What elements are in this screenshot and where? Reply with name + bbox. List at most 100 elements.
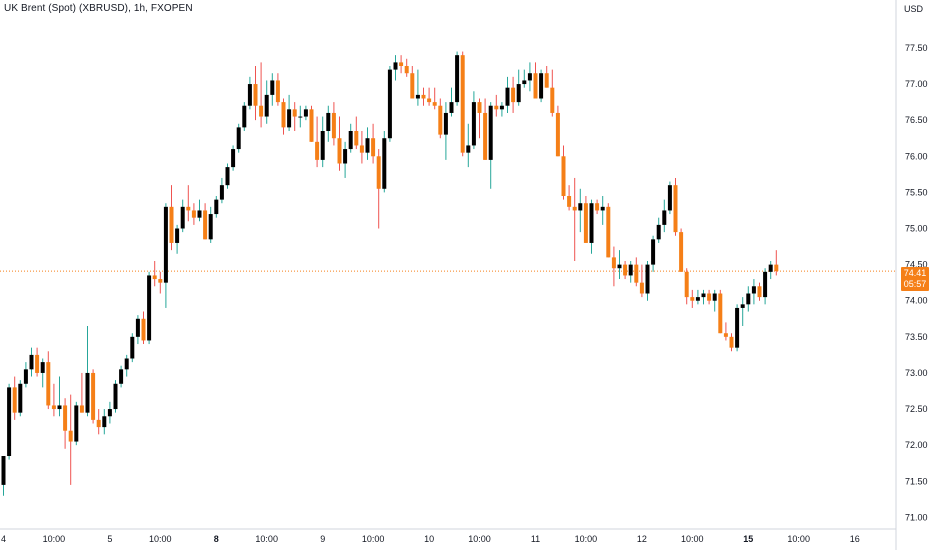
candle-body (225, 167, 230, 186)
candle-body (589, 203, 594, 243)
candle (74, 401, 79, 446)
candle (303, 105, 308, 121)
candle (399, 55, 404, 74)
candle (555, 105, 560, 157)
candle (130, 333, 135, 363)
candle-body (107, 409, 112, 417)
candle (415, 69, 420, 106)
candle (438, 98, 443, 139)
candle-body (264, 94, 269, 117)
candle-body (186, 206, 191, 211)
candle-body (387, 69, 392, 139)
candle-body (729, 336, 734, 348)
candle (264, 80, 269, 124)
candle (320, 116, 325, 168)
candle-body (634, 264, 639, 283)
candle-body (606, 206, 611, 258)
candle-body (449, 102, 454, 113)
candle (12, 376, 17, 420)
candle-body (555, 112, 560, 157)
candle (29, 347, 34, 377)
time-axis[interactable]: 4 10:00 5 10:00 8 10:00 9 10:00 10 10:00 11 10:00 12… (1, 534, 860, 544)
candle-body (404, 66, 409, 74)
candle-body (343, 149, 348, 164)
price-tick-label: 73.00 (905, 368, 928, 378)
price-axis[interactable]: 71.00 71.50 72.00 72.50 73.00 73.50 74.00 74.50… (905, 43, 928, 522)
candle (40, 358, 45, 388)
candle-body (309, 109, 314, 142)
candle-body (684, 271, 689, 298)
candle (477, 98, 482, 139)
candle-body (740, 304, 745, 308)
candle-body (197, 210, 202, 218)
candle-body (130, 336, 135, 359)
candle (628, 261, 633, 283)
candle-body (466, 145, 471, 153)
candle (449, 87, 454, 117)
candle (455, 51, 460, 106)
candle-body (152, 275, 157, 280)
candle-body (427, 98, 432, 103)
candle-body (147, 275, 152, 341)
candle (382, 131, 387, 193)
candle-body (79, 405, 84, 413)
candle (460, 51, 465, 157)
candle-body (236, 127, 241, 150)
candle-body (85, 372, 90, 413)
candle (617, 250, 622, 280)
candle (651, 235, 656, 272)
candle (740, 297, 745, 326)
candle-body (74, 405, 79, 442)
candle-body (544, 73, 549, 88)
last-price-value: 74.41 (903, 268, 927, 278)
candle-body (96, 419, 101, 428)
candle-body (751, 286, 756, 294)
candle-body (723, 333, 728, 337)
candle-body (163, 206, 168, 283)
price-tick-label: 72.50 (905, 404, 928, 414)
candle (259, 62, 264, 128)
candle (684, 268, 689, 305)
candle-body (488, 105, 493, 160)
candle-body (292, 109, 297, 117)
candle-body (253, 84, 258, 106)
candle-body (561, 156, 566, 196)
candle (763, 268, 768, 305)
candle-body (471, 102, 476, 146)
candle (701, 289, 706, 305)
price-tick-label: 76.50 (905, 115, 928, 125)
candle (63, 398, 68, 449)
candle-body (746, 293, 751, 305)
candle (443, 102, 448, 160)
candle-body (477, 102, 482, 113)
candle-body (628, 264, 633, 276)
candle (483, 98, 488, 160)
candle-body (679, 232, 684, 272)
candle-body (550, 87, 555, 113)
candle (550, 69, 555, 117)
candle-body (331, 112, 336, 139)
candle-body (432, 102, 437, 106)
time-tick-label: 10 (424, 534, 434, 544)
price-tick-label: 72.00 (905, 440, 928, 450)
candle (376, 149, 381, 229)
candle (690, 289, 695, 308)
candle-body (337, 138, 342, 164)
candle (488, 102, 493, 189)
candle-body (315, 141, 320, 160)
candle-body (701, 293, 706, 298)
time-tick-label: 10:00 (787, 534, 810, 544)
candle (46, 351, 51, 410)
candle-body (735, 307, 740, 348)
candle-body (623, 264, 628, 276)
candle-body (393, 62, 398, 70)
candle-body (656, 224, 661, 240)
last-price-badge: 74.41 05:57 (901, 267, 929, 291)
candle (539, 69, 544, 103)
price-tick-label: 73.50 (905, 332, 928, 342)
candle (471, 91, 476, 150)
candle (85, 326, 90, 417)
time-tick-label: 10:00 (43, 534, 66, 544)
